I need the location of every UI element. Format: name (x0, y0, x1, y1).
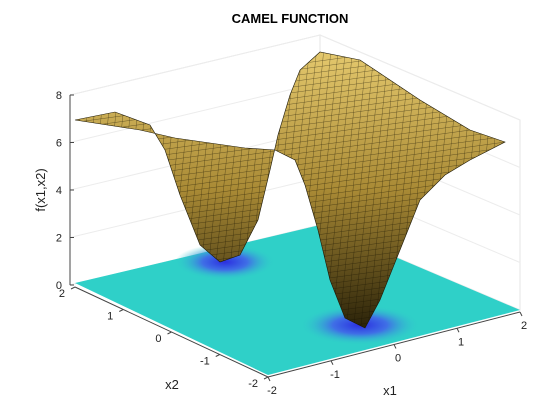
x1-axis-ticks: -2 -1 0 1 2 (267, 311, 527, 397)
x2-tick-mark (70, 286, 76, 290)
x1-tick-mark (330, 360, 334, 365)
x1-tick-label: 2 (521, 320, 527, 332)
z-tick-label: 6 (56, 138, 62, 150)
x2-axis-ticks: 2 1 0 -1 -2 (59, 286, 269, 390)
x1-tick-mark (267, 376, 271, 382)
x2-tick-mark (119, 309, 124, 312)
chart-title: CAMEL FUNCTION (232, 11, 349, 26)
floor-well-1 (175, 244, 275, 280)
x1-tick-label: -2 (267, 385, 277, 397)
x2-tick-label: 1 (107, 311, 113, 323)
x2-tick-label: -1 (200, 356, 210, 368)
x2-tick-label: 2 (59, 288, 65, 300)
x1-tick-label: 1 (458, 336, 464, 348)
x2-tick-mark (263, 376, 269, 380)
x1-tick-mark (456, 328, 460, 333)
z-axis-label: f(x1,x2) (33, 168, 48, 211)
x2-tick-label: 0 (155, 333, 161, 345)
x2-tick-mark (215, 354, 220, 357)
x1-axis-label: x1 (383, 383, 397, 398)
x1-tick-label: 0 (395, 353, 401, 365)
x2-axis-label: x2 (165, 377, 179, 392)
x1-tick-label: -1 (330, 369, 340, 381)
x1-tick-mark (393, 344, 397, 349)
z-tick-label: 8 (56, 90, 62, 102)
z-tick-label: 4 (56, 185, 62, 197)
x2-tick-label: -2 (248, 378, 258, 390)
x1-tick-mark (519, 311, 523, 317)
z-tick-label: 0 (56, 280, 62, 292)
z-tick-label: 2 (56, 233, 62, 245)
x2-tick-mark (167, 331, 172, 335)
z-axis-ticks: 0 2 4 6 8 (56, 90, 74, 292)
